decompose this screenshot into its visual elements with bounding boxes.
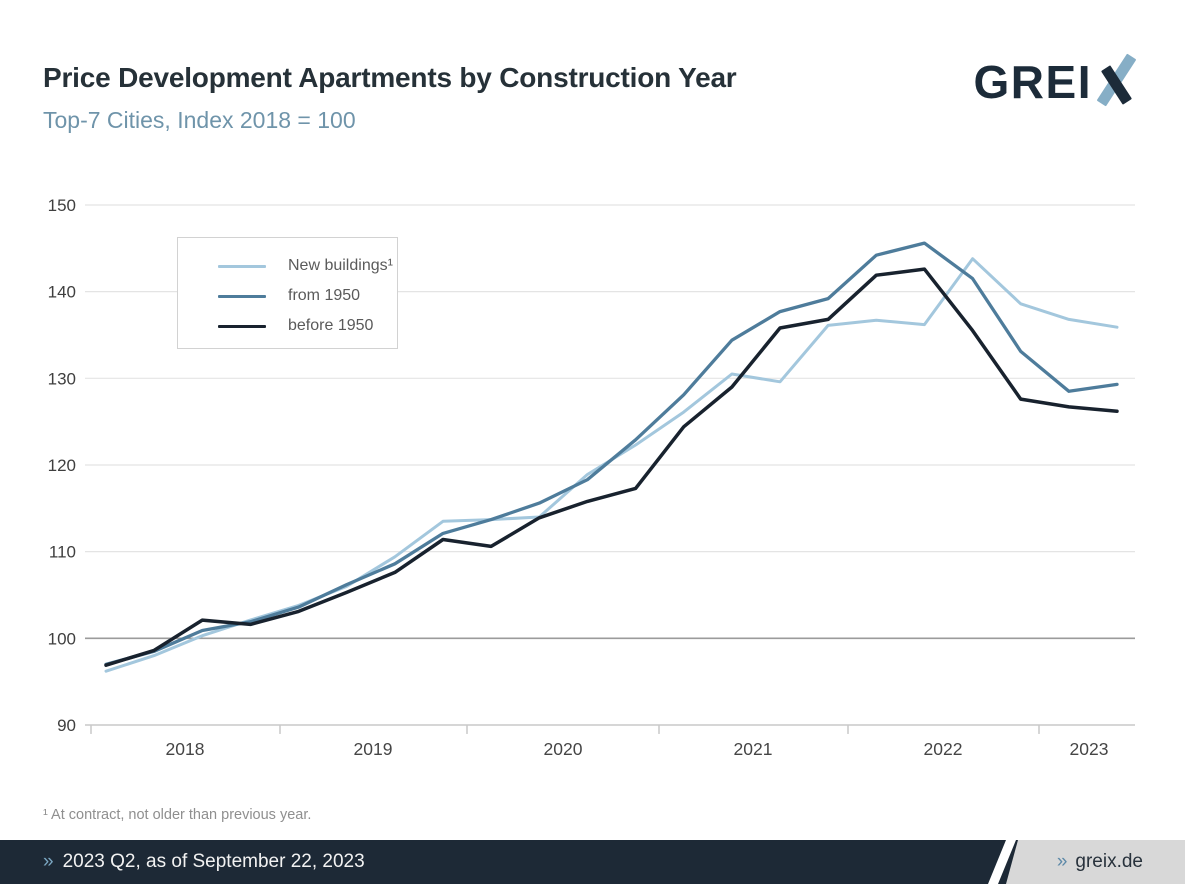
greix-logo: GREI xyxy=(973,53,1140,108)
y-axis-tick-label: 140 xyxy=(48,283,76,302)
footer-website-link[interactable]: » greix.de xyxy=(1057,840,1143,884)
x-axis-tick-label: 2018 xyxy=(166,739,205,759)
footer-release-text: 2023 Q2, as of September 22, 2023 xyxy=(62,851,365,872)
series-line-3 xyxy=(104,267,1119,667)
page-subtitle: Top-7 Cities, Index 2018 = 100 xyxy=(43,107,356,133)
x-axis-tick-label: 2020 xyxy=(544,739,583,759)
footer-release-info: » 2023 Q2, as of September 22, 2023 xyxy=(43,840,365,884)
legend-label: before 1950 xyxy=(288,317,374,334)
legend-line-swatch xyxy=(218,324,266,328)
y-axis-tick-label: 100 xyxy=(48,629,76,648)
x-axis-tick-label: 2019 xyxy=(354,739,393,759)
page-title: Price Development Apartments by Construc… xyxy=(43,62,737,93)
chart-legend: New buildings¹ from 1950 before 1950 xyxy=(177,237,398,349)
y-axis-tick-label: 150 xyxy=(48,196,76,215)
legend-item-before-1950: before 1950 xyxy=(218,311,397,341)
y-axis-tick-label: 120 xyxy=(48,456,76,475)
chevron-right-icon: » xyxy=(43,851,54,872)
legend-label: from 1950 xyxy=(288,287,361,304)
chevron-right-icon: » xyxy=(1056,851,1068,872)
legend-item-from-1950: from 1950 xyxy=(218,281,397,311)
footer-website-text: greix.de xyxy=(1075,851,1143,872)
greix-logo-x-icon xyxy=(1094,53,1140,107)
footer-gray-section xyxy=(1006,840,1185,884)
x-axis-tick-label: 2023 xyxy=(1070,739,1109,759)
series-line-2 xyxy=(104,241,1119,666)
x-axis-tick-label: 2022 xyxy=(924,739,963,759)
chart-footnote: ¹ At contract, not older than previous y… xyxy=(43,807,312,823)
x-axis-tick-label: 2021 xyxy=(734,739,773,759)
legend-label: New buildings¹ xyxy=(288,257,393,274)
y-axis-tick-label: 130 xyxy=(48,369,76,388)
legend-item-new-buildings: New buildings¹ xyxy=(218,251,397,281)
y-axis-tick-label: 110 xyxy=(49,543,76,562)
y-axis-tick-label: 90 xyxy=(57,716,76,735)
legend-line-swatch xyxy=(218,264,266,268)
legend-line-swatch xyxy=(218,294,266,298)
greix-logo-text: GREI xyxy=(973,56,1092,108)
footer-bar: » 2023 Q2, as of September 22, 2023 » grei… xyxy=(0,840,1185,884)
